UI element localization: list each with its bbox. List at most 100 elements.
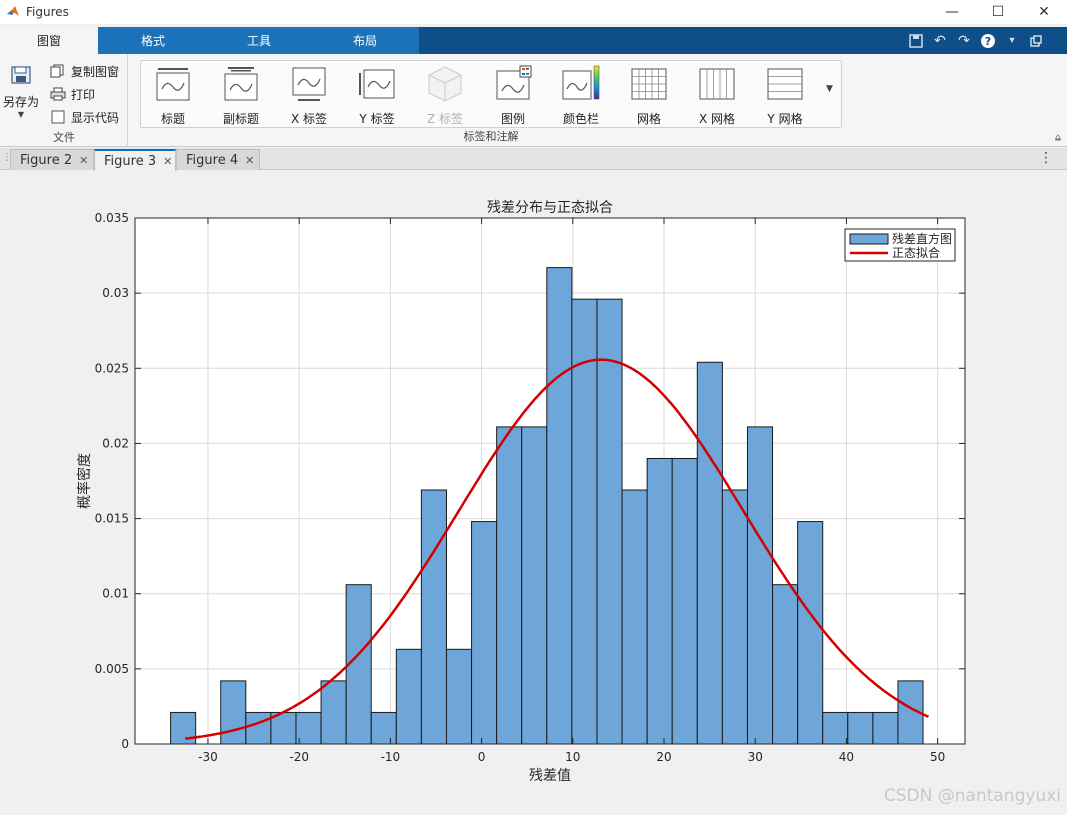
y-tick-label: 0 — [121, 737, 129, 751]
x-tick-label: -10 — [381, 750, 401, 764]
x-tick-label: 40 — [839, 750, 854, 764]
histogram-bar — [772, 584, 799, 745]
histogram-bar — [571, 298, 598, 745]
x-tick-label: 0 — [478, 750, 486, 764]
histogram-bar — [696, 361, 723, 745]
legend-button[interactable]: 图例 — [482, 65, 544, 127]
histogram-bar — [245, 711, 272, 745]
collapse-ribbon-icon[interactable]: ⩠ — [1054, 132, 1061, 143]
x-axis-label: 残差值 — [529, 768, 571, 784]
save-as-button[interactable]: 另存为 ▼ — [2, 64, 40, 119]
close-tab-icon[interactable]: ✕ — [79, 153, 89, 167]
tab-format[interactable]: 格式 — [140, 34, 165, 48]
histogram-bar — [370, 711, 397, 745]
histogram-bar — [395, 648, 422, 745]
close-tab-icon[interactable]: ✕ — [245, 153, 255, 167]
legend-label-fit: 正态拟合 — [892, 245, 940, 260]
xlabel-button[interactable]: X 标签 — [278, 65, 340, 127]
maximize-icon[interactable]: ☐ — [991, 4, 1005, 20]
subtitle-icon — [224, 67, 258, 101]
labels-annotations-group: 标题 副标题 X 标签 Y 标签 — [140, 60, 842, 128]
copy-icon — [50, 64, 64, 78]
histogram-bar — [822, 711, 849, 745]
zlabel-button[interactable]: Z 标签 — [414, 65, 476, 127]
x-tick-label: 20 — [656, 750, 671, 764]
histogram-bar — [295, 711, 322, 745]
doc-tab-figure-2[interactable]: Figure 2 ✕ — [10, 149, 94, 170]
y-tick-label: 0.005 — [95, 662, 129, 676]
y-tick-label: 0.03 — [102, 286, 129, 300]
redo-icon[interactable]: ↷ — [958, 32, 970, 49]
axes-box — [134, 217, 966, 745]
ribbon-tabstrip: 图窗 格式 工具 布局 ↶ ↷ ? ▾ — [0, 27, 1067, 54]
xgrid-button[interactable]: X 网格 — [686, 65, 748, 127]
subtitle-button[interactable]: 副标题 — [210, 65, 272, 127]
save-as-dropdown-icon: ▼ — [17, 110, 25, 119]
grid-button[interactable]: 网格 — [618, 65, 680, 127]
ribbon: 另存为 ▼ 复制图窗 打印 显示代码 文件 标题 — [0, 54, 1067, 147]
window-title: Figures — [26, 5, 69, 19]
tab-figure[interactable]: 图窗 — [0, 27, 98, 54]
x-tick-label: -30 — [198, 750, 218, 764]
doc-tab-figure-3[interactable]: Figure 3 ✕ — [94, 149, 176, 171]
y-tick-label: 0.01 — [102, 587, 129, 601]
histogram-bar — [721, 489, 748, 745]
histogram-bar — [847, 711, 874, 745]
show-code-checkbox[interactable]: 显示代码 — [50, 108, 119, 126]
y-tick-label: 0.035 — [95, 211, 129, 225]
histogram-bar — [220, 680, 247, 745]
save-icon[interactable] — [904, 27, 928, 54]
quick-access-toolbar: ↶ ↷ ? ▾ — [904, 27, 1048, 54]
copy-figure-button[interactable]: 复制图窗 — [50, 62, 119, 80]
xlabel-icon — [292, 67, 326, 101]
ylabel-button[interactable]: Y 标签 — [346, 65, 408, 127]
tab-tools[interactable]: 工具 — [246, 34, 271, 48]
y-axis-label: 概率密度 — [76, 453, 93, 509]
residual-histogram-chart[interactable]: -30 -20 -10 0 10 20 30 40 50 0 0.005 0.01 0.015 0.02 0… — [0, 171, 1067, 812]
help-icon[interactable]: ? — [976, 27, 1000, 54]
ygrid-button[interactable]: Y 网格 — [754, 65, 816, 127]
histogram-bar — [646, 457, 673, 745]
close-tab-icon[interactable]: ✕ — [163, 154, 173, 168]
file-group-label: 文件 — [53, 131, 75, 144]
colorbar-button[interactable]: 颜色栏 — [550, 65, 612, 127]
more-options-icon[interactable]: ⋮ — [1039, 150, 1053, 166]
close-icon[interactable]: ✕ — [1038, 4, 1050, 20]
figure-canvas: -30 -20 -10 0 10 20 30 40 50 0 0.005 0.01 0.015 0.02 0… — [0, 171, 1067, 812]
expand-quick-access-icon[interactable]: ▾ — [1009, 35, 1015, 46]
minimize-icon[interactable]: — — [945, 4, 959, 20]
chart-title: 残差分布与正态拟合 — [487, 200, 613, 216]
histogram-bar — [621, 489, 648, 745]
title-button[interactable]: 标题 — [142, 65, 204, 127]
legend-swatch-histogram — [849, 233, 889, 245]
printer-icon — [50, 87, 66, 101]
y-tick-label: 0.025 — [95, 361, 129, 375]
histogram-bar — [170, 711, 197, 745]
title-icon — [156, 68, 190, 101]
watermark: CSDN @nantangyuxi — [883, 786, 1061, 806]
histogram-bar — [521, 426, 548, 745]
legend-label-histogram: 残差直方图 — [892, 231, 952, 246]
x-tick-label: 10 — [565, 750, 580, 764]
x-tick-label: -20 — [289, 750, 309, 764]
tab-layout[interactable]: 布局 — [352, 34, 377, 48]
histogram-bar — [596, 298, 623, 745]
print-button[interactable]: 打印 — [50, 85, 95, 103]
xgrid-icon — [699, 68, 735, 100]
normal-fit-line — [185, 358, 930, 740]
grip-icon[interactable]: ⋮ — [2, 152, 12, 163]
histogram-bar — [496, 426, 523, 745]
y-tick-label: 0.015 — [95, 512, 129, 526]
histogram-bar — [471, 521, 498, 745]
histogram-bar — [546, 267, 573, 745]
window-controls: — ☐ ✕ — [929, 0, 1067, 24]
histogram-bar — [872, 711, 899, 745]
doc-tab-figure-4[interactable]: Figure 4 ✕ — [176, 149, 260, 170]
undo-icon[interactable]: ↶ — [934, 32, 946, 49]
checkbox-icon — [51, 110, 65, 124]
grid-icon — [631, 68, 667, 100]
dock-icon[interactable] — [1024, 27, 1048, 54]
y-tick-label: 0.02 — [102, 436, 129, 450]
ribbon-gallery-more-icon[interactable]: ▼ — [826, 84, 833, 94]
histogram-bar — [320, 680, 347, 745]
